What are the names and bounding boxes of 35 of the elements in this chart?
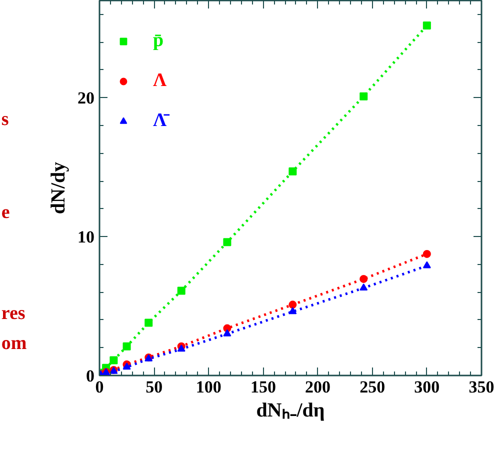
x-axis-title: dNₕ₋/dη <box>256 400 325 422</box>
x-tick-label: 250 <box>360 378 386 396</box>
point <box>422 250 431 258</box>
legend-label: p̄ <box>153 29 165 53</box>
point <box>422 261 431 268</box>
point <box>422 22 431 30</box>
point <box>122 362 131 370</box>
y-tick-label: 20 <box>78 88 94 108</box>
point <box>110 356 118 364</box>
legend-label: Λ̄ <box>153 109 170 133</box>
text: e <box>1 202 10 224</box>
legend-label: Λ <box>153 69 168 93</box>
x-tick-label: 350 <box>468 378 494 396</box>
point <box>288 167 297 176</box>
point <box>223 238 232 246</box>
point <box>360 283 368 291</box>
text: res <box>1 302 26 324</box>
x-tick-label: 150 <box>250 378 276 396</box>
x-tick-label: 50 <box>146 378 163 396</box>
point <box>360 274 368 283</box>
y-axis-title: dN/dy <box>48 162 70 214</box>
point <box>223 329 232 336</box>
point <box>288 307 297 314</box>
point <box>360 92 368 100</box>
point <box>122 342 131 350</box>
x-tick-label: 200 <box>305 378 331 396</box>
text: om <box>1 333 27 354</box>
text: s <box>1 108 9 130</box>
x-tick-label: 100 <box>196 378 222 396</box>
point <box>177 344 186 352</box>
point <box>144 318 153 327</box>
x-tick-label: 300 <box>414 378 440 396</box>
point <box>177 286 186 295</box>
y-tick-label: 10 <box>78 228 94 247</box>
point <box>288 300 297 309</box>
